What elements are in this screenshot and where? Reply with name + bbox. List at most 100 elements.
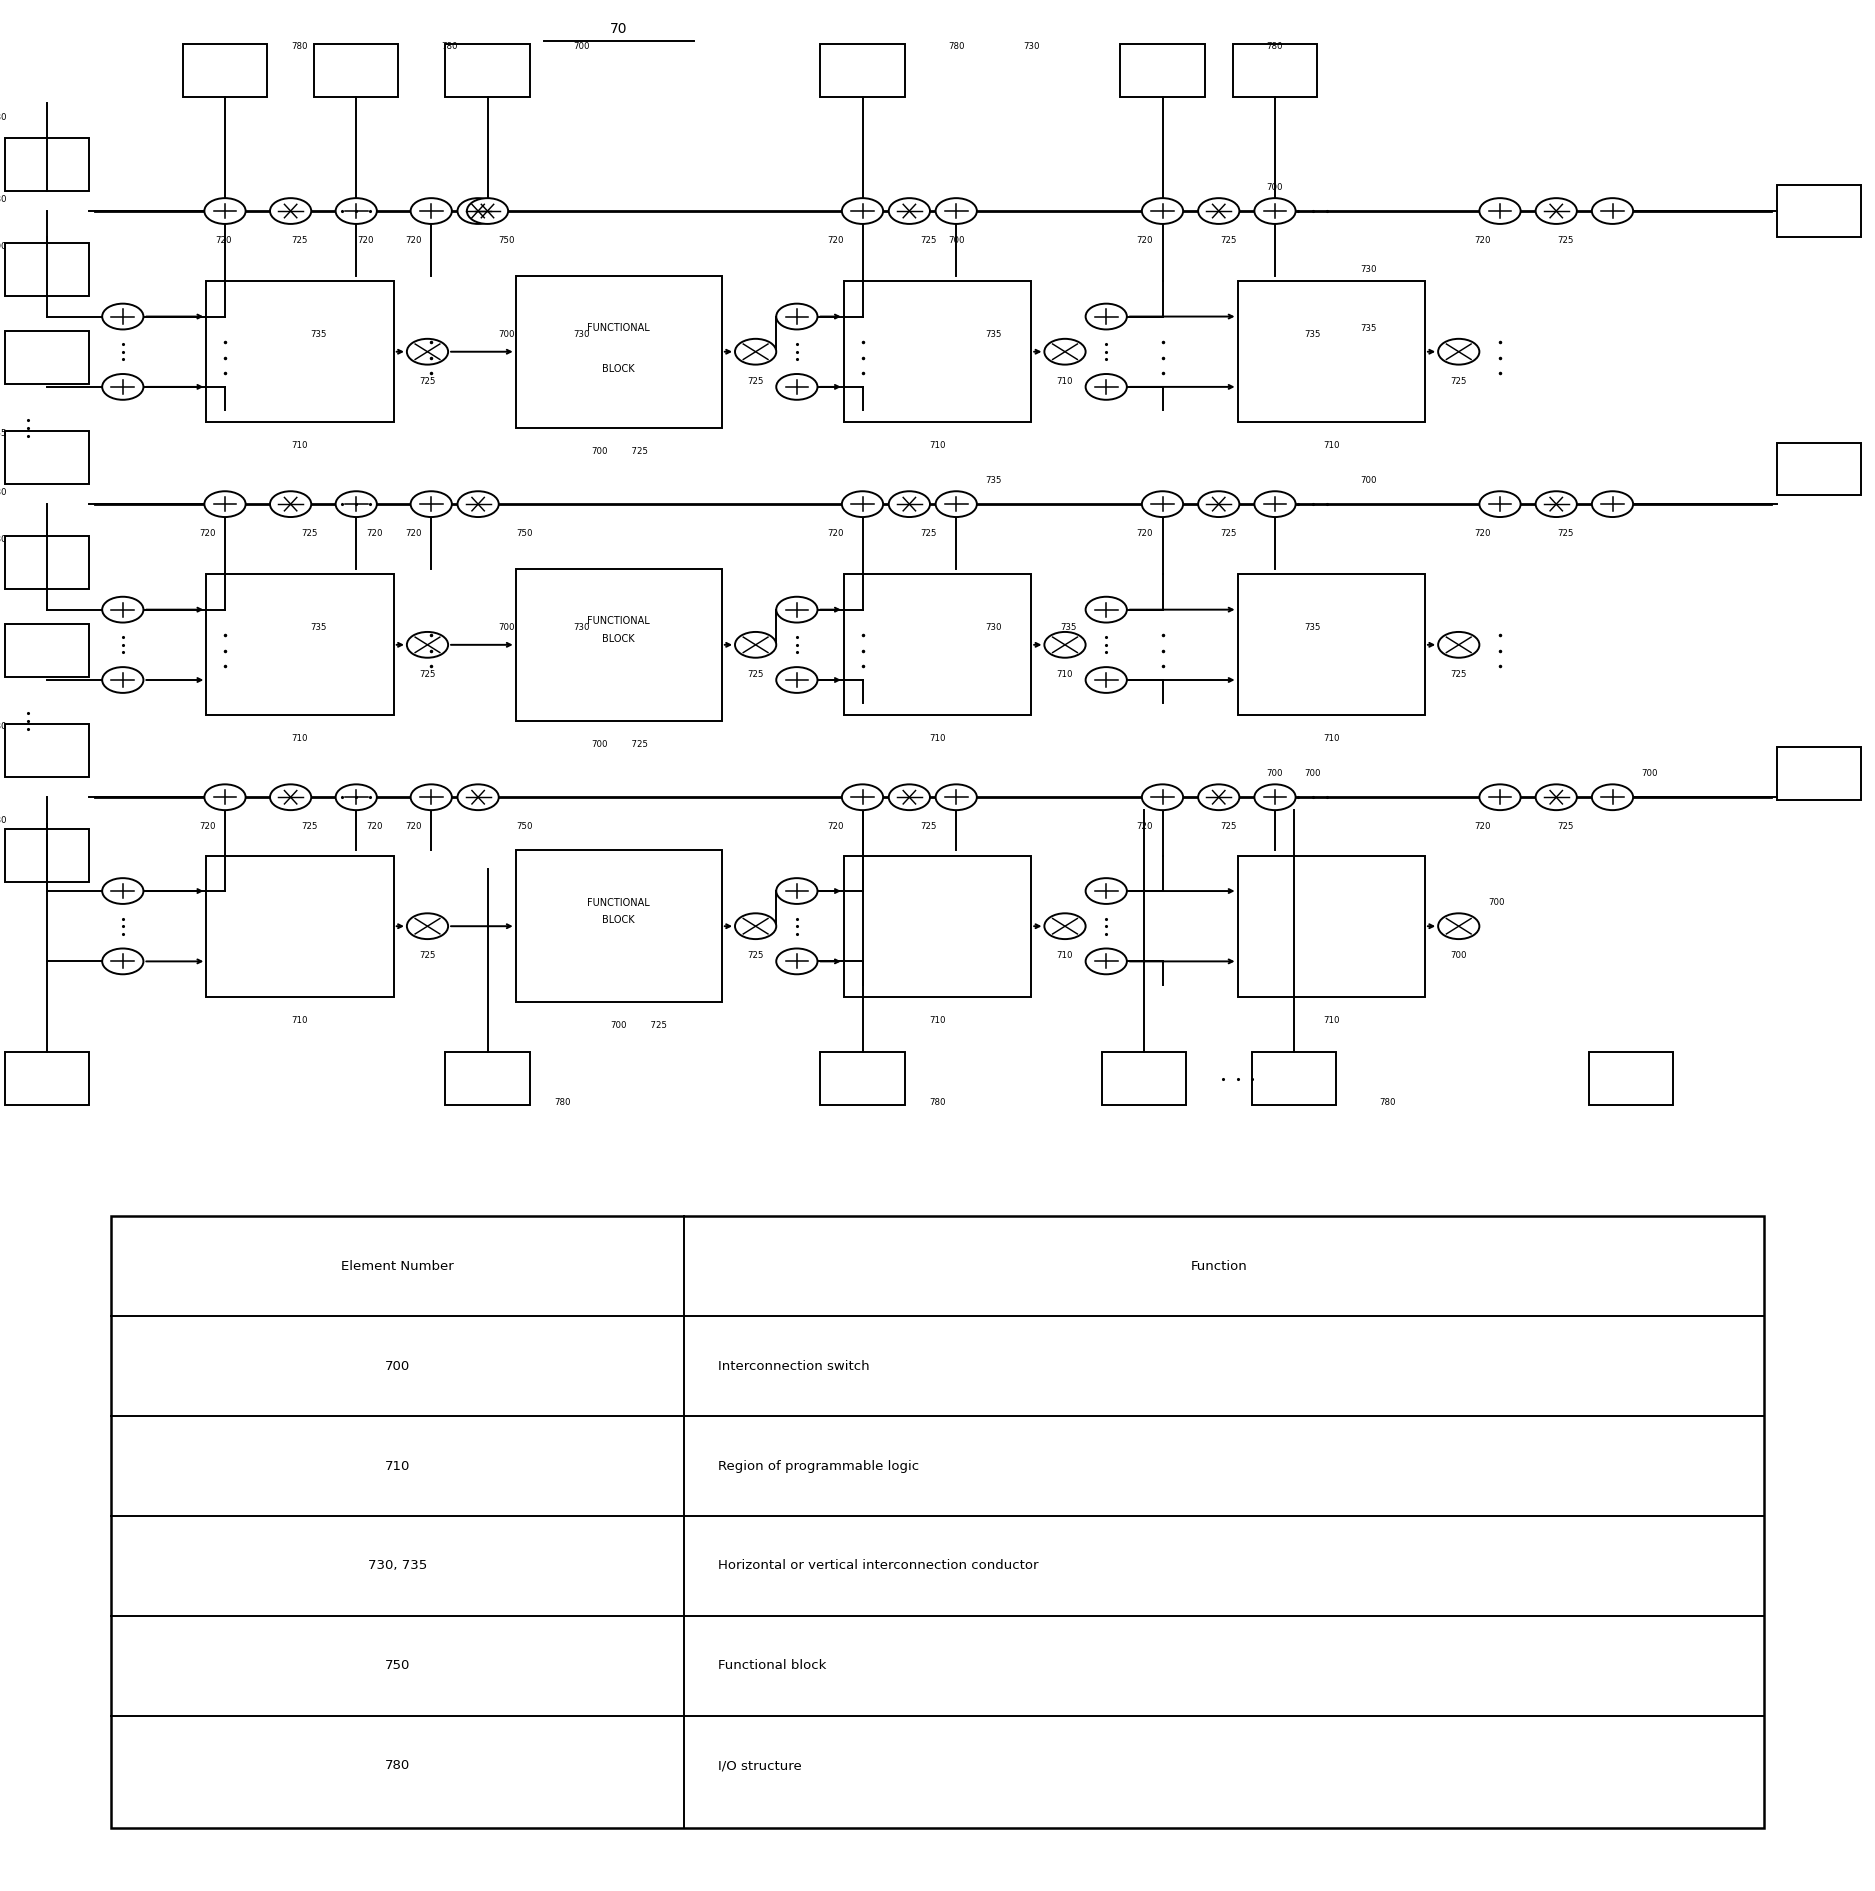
Circle shape [467,199,508,223]
Circle shape [270,492,311,516]
Circle shape [1044,632,1086,658]
Bar [4,830,90,883]
Circle shape [101,304,142,329]
Circle shape [101,374,142,399]
Circle shape [407,913,448,940]
Circle shape [1044,338,1086,365]
Text: 735: 735 [1061,622,1076,632]
Circle shape [889,199,930,223]
Text: 780: 780 [1380,1097,1395,1106]
Circle shape [1479,785,1521,809]
Bar [844,282,1031,422]
Circle shape [735,632,776,658]
Text: 710: 710 [1324,441,1339,450]
Text: 780: 780 [0,113,8,121]
Text: 700: 700 [499,329,514,338]
Text: 720: 720 [405,236,422,244]
Bar [516,569,722,720]
Text: BLOCK: BLOCK [602,915,636,925]
Text: 735: 735 [1305,622,1320,632]
Circle shape [842,785,883,809]
Text: 780: 780 [442,42,458,51]
Text: 700: 700 [949,236,964,244]
Text: 700: 700 [574,42,589,51]
Text: 735: 735 [986,329,1001,338]
Text: 730: 730 [574,622,589,632]
Bar [1252,1051,1335,1104]
Circle shape [936,199,977,223]
Bar [1778,185,1860,238]
Text: 725: 725 [748,951,763,961]
Bar [1234,43,1316,96]
Text: 725: 725 [1451,376,1466,386]
Bar [206,857,394,997]
Text: 720: 720 [216,236,232,244]
Circle shape [101,598,142,622]
Text: 725: 725 [921,236,936,244]
Text: 700: 700 [1451,951,1466,961]
Bar [4,331,90,384]
Circle shape [1536,199,1577,223]
Bar [4,724,90,777]
Bar [4,431,90,484]
Text: 700: 700 [499,622,514,632]
Text: 720: 720 [1474,236,1491,244]
Text: 780: 780 [292,42,308,51]
Text: Function: Function [1191,1259,1247,1273]
Circle shape [776,304,818,329]
Circle shape [204,199,246,223]
Circle shape [776,877,818,904]
Circle shape [1198,785,1239,809]
Circle shape [101,668,142,692]
Text: 710: 710 [930,734,945,743]
Text: 710: 710 [384,1460,411,1473]
Bar [1238,282,1425,422]
Circle shape [1254,785,1296,809]
Bar [844,857,1031,997]
Text: 750: 750 [384,1658,411,1672]
Text: 725: 725 [1221,823,1236,830]
Circle shape [776,598,818,622]
Text: 725: 725 [302,529,317,537]
Text: FUNCTIONAL: FUNCTIONAL [587,323,651,333]
Circle shape [1142,199,1183,223]
Text: 725: 725 [292,236,308,244]
Bar [1102,1051,1187,1104]
Circle shape [204,492,246,516]
Text: 720: 720 [405,529,422,537]
Circle shape [336,492,377,516]
Bar [206,575,394,715]
Text: 700: 700 [592,446,608,456]
Circle shape [1479,199,1521,223]
Circle shape [101,949,142,974]
Text: 700: 700 [0,242,8,252]
Text: 725: 725 [1221,236,1236,244]
Circle shape [270,199,311,223]
Text: Functional block: Functional block [718,1658,827,1672]
Text: 720: 720 [405,823,422,830]
Bar [446,1051,531,1104]
Circle shape [1592,199,1633,223]
Circle shape [1086,877,1127,904]
Text: 725: 725 [748,376,763,386]
Text: 780: 780 [1268,42,1282,51]
Circle shape [1086,668,1127,692]
Circle shape [204,785,246,809]
Circle shape [1536,492,1577,516]
Text: 700: 700 [592,739,608,749]
Text: 725: 725 [1558,236,1573,244]
Bar [1590,1051,1674,1104]
Text: 780: 780 [0,817,8,824]
Text: 735: 735 [0,429,8,439]
Circle shape [1536,785,1577,809]
Text: 735: 735 [1305,329,1320,338]
Circle shape [1592,492,1633,516]
Circle shape [411,785,452,809]
Circle shape [1254,199,1296,223]
Text: 735: 735 [986,477,1001,486]
Text: 725: 725 [921,529,936,537]
Text: FUNCTIONAL: FUNCTIONAL [587,898,651,908]
Text: 720: 720 [827,529,844,537]
Circle shape [889,492,930,516]
Text: Region of programmable logic: Region of programmable logic [718,1460,919,1473]
